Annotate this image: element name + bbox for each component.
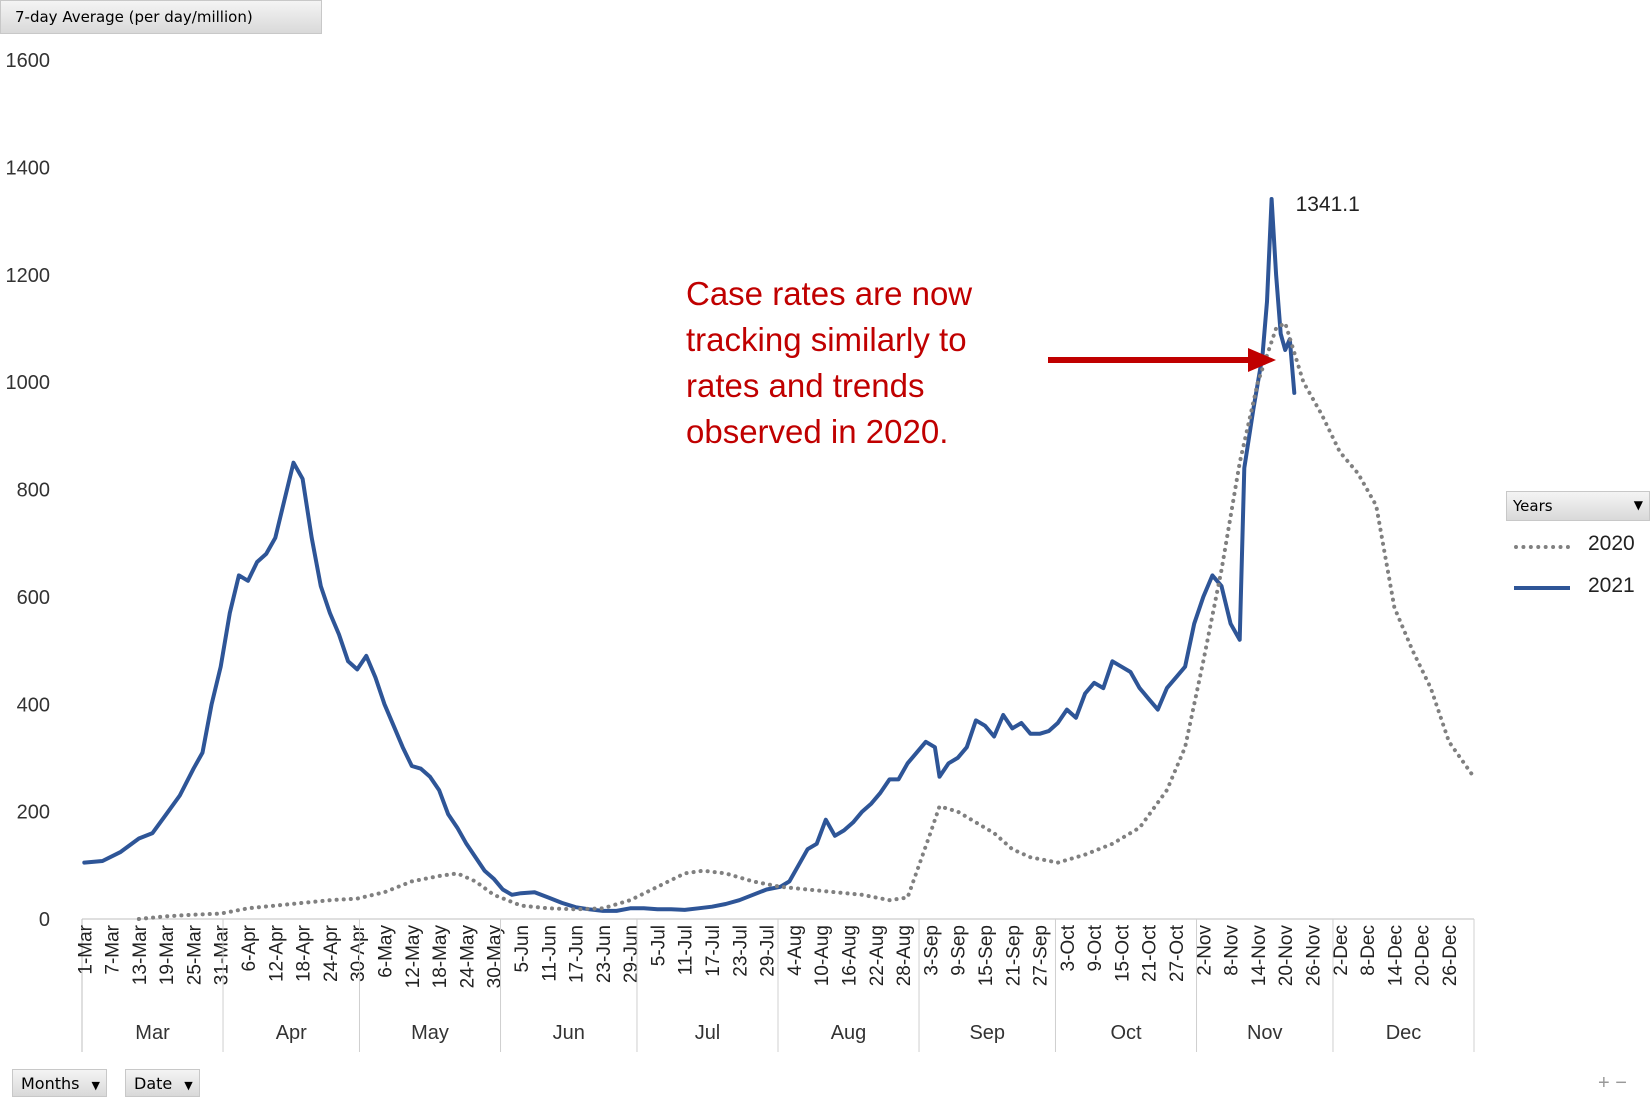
month-label: Oct: [1110, 1022, 1142, 1044]
month-label: Sep: [969, 1022, 1005, 1044]
measure-field-button[interactable]: 7-day Average (per day/million): [0, 0, 322, 34]
x-tick-label: 17-Jun: [567, 925, 588, 983]
y-tick-label: 1200: [6, 265, 51, 287]
month-label: Dec: [1386, 1022, 1422, 1044]
series-line-2020: [136, 321, 1474, 921]
annotation-text: Case rates are now tracking similarly to…: [686, 275, 973, 450]
x-tick-label: 1-Mar: [75, 924, 96, 974]
months-filter-button[interactable]: Months ▼: [12, 1069, 107, 1097]
x-tick-label: 18-May: [430, 925, 451, 989]
x-tick-label: 3-Sep: [921, 925, 942, 976]
y-tick-label: 1400: [6, 157, 51, 179]
x-tick-label: 7-Mar: [103, 924, 124, 974]
peak-data-label: 1341.1: [1296, 193, 1360, 216]
x-tick-label: 5-Jul: [648, 925, 669, 966]
x-tick-label: 22-Aug: [867, 925, 888, 986]
date-filter-label: Date: [134, 1074, 173, 1093]
x-tick-label: 6-Apr: [239, 924, 260, 971]
month-label: Apr: [276, 1022, 307, 1044]
month-label: Aug: [831, 1022, 867, 1044]
y-tick-label: 800: [17, 480, 50, 502]
y-tick-label: 400: [17, 694, 50, 716]
legend-years-filter[interactable]: Years ▼: [1506, 491, 1650, 521]
x-tick-label: 19-Mar: [157, 924, 178, 985]
x-tick-label: 20-Nov: [1276, 925, 1297, 987]
x-tick-label: 2-Dec: [1331, 925, 1352, 976]
legend-swatch-2020: [1514, 545, 1570, 549]
x-tick-label: 24-May: [457, 925, 478, 989]
x-tick-label: 6-May: [376, 925, 397, 978]
x-tick-label: 25-Mar: [184, 924, 205, 985]
annotation-arrow-head: [1248, 348, 1276, 372]
x-tick-label: 17-Jul: [703, 925, 724, 977]
month-label: Nov: [1247, 1022, 1283, 1044]
months-filter-label: Months: [21, 1074, 80, 1093]
legend-item-2021: 2021: [1588, 574, 1635, 597]
x-tick-label: 9-Sep: [949, 925, 970, 976]
zoom-controls[interactable]: + −: [1598, 1072, 1627, 1094]
legend-title: Years: [1513, 497, 1553, 515]
x-tick-label: 23-Jun: [594, 925, 615, 983]
x-tick-label: 24-Apr: [321, 924, 342, 982]
x-tick-label: 15-Oct: [1112, 924, 1133, 982]
x-tick-label: 21-Sep: [1003, 925, 1024, 986]
x-tick-label: 29-Jun: [621, 925, 642, 983]
x-tick-label: 20-Dec: [1413, 925, 1434, 986]
dropdown-icon[interactable]: ▼: [1633, 498, 1643, 512]
x-tick-label: 12-May: [403, 925, 424, 989]
legend-item-2020: 2020: [1588, 532, 1635, 555]
y-tick-label: 1600: [6, 50, 51, 72]
x-tick-label: 15-Sep: [976, 925, 997, 986]
y-tick-label: 0: [39, 909, 50, 931]
x-tick-label: 23-Jul: [730, 925, 751, 977]
x-tick-label: 8-Nov: [1222, 925, 1243, 976]
x-tick-label: 27-Oct: [1167, 924, 1188, 982]
x-tick-label: 14-Dec: [1385, 925, 1406, 986]
month-label: Mar: [135, 1022, 170, 1044]
x-tick-label: 18-Apr: [294, 924, 315, 982]
x-tick-label: 8-Dec: [1358, 925, 1379, 976]
x-tick-label: 12-Apr: [266, 924, 287, 982]
x-tick-label: 29-Jul: [758, 925, 779, 977]
x-tick-label: 4-Aug: [785, 925, 806, 976]
month-label: Jul: [695, 1022, 721, 1044]
x-tick-label: 11-Jul: [676, 925, 697, 975]
x-tick-label: 30-Apr: [348, 924, 369, 982]
y-tick-label: 600: [17, 587, 50, 609]
x-tick-label: 26-Nov: [1304, 925, 1325, 987]
x-tick-label: 13-Mar: [130, 924, 151, 985]
x-tick-label: 11-Jun: [539, 925, 560, 982]
legend-swatch-2021: [1514, 586, 1570, 590]
x-tick-label: 30-May: [485, 925, 506, 989]
x-tick-label: 2-Nov: [1194, 925, 1215, 976]
x-tick-label: 26-Dec: [1440, 925, 1461, 986]
x-tick-label: 21-Oct: [1140, 924, 1161, 982]
month-label: May: [411, 1022, 449, 1044]
x-tick-label: 10-Aug: [812, 925, 833, 986]
x-tick-label: 5-Jun: [512, 925, 533, 973]
series-line-2021: [82, 197, 1297, 913]
month-label: Jun: [553, 1022, 585, 1044]
x-tick-label: 31-Mar: [212, 924, 233, 985]
y-tick-label: 200: [17, 802, 50, 824]
x-tick-label: 28-Aug: [894, 925, 915, 986]
x-tick-label: 27-Sep: [1031, 925, 1052, 986]
dropdown-icon: ▼: [91, 1079, 100, 1092]
x-tick-label: 3-Oct: [1058, 924, 1079, 971]
dropdown-icon: ▼: [184, 1079, 193, 1092]
x-tick-label: 14-Nov: [1249, 925, 1270, 987]
x-tick-label: 9-Oct: [1085, 924, 1106, 971]
y-tick-label: 1000: [6, 372, 51, 394]
x-tick-label: 16-Aug: [840, 925, 861, 986]
date-filter-button[interactable]: Date ▼: [125, 1069, 200, 1097]
